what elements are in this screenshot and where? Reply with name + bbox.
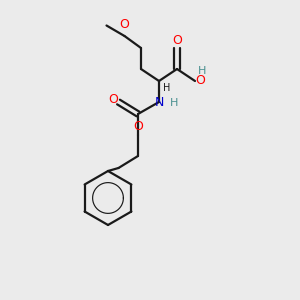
Text: O: O — [120, 19, 129, 32]
Text: O: O — [133, 121, 143, 134]
Text: O: O — [109, 93, 118, 106]
Text: N: N — [154, 95, 164, 109]
Text: H: H — [163, 83, 170, 93]
Text: H: H — [170, 98, 178, 109]
Text: O: O — [195, 74, 205, 88]
Text: O: O — [172, 34, 182, 47]
Text: H: H — [198, 66, 206, 76]
